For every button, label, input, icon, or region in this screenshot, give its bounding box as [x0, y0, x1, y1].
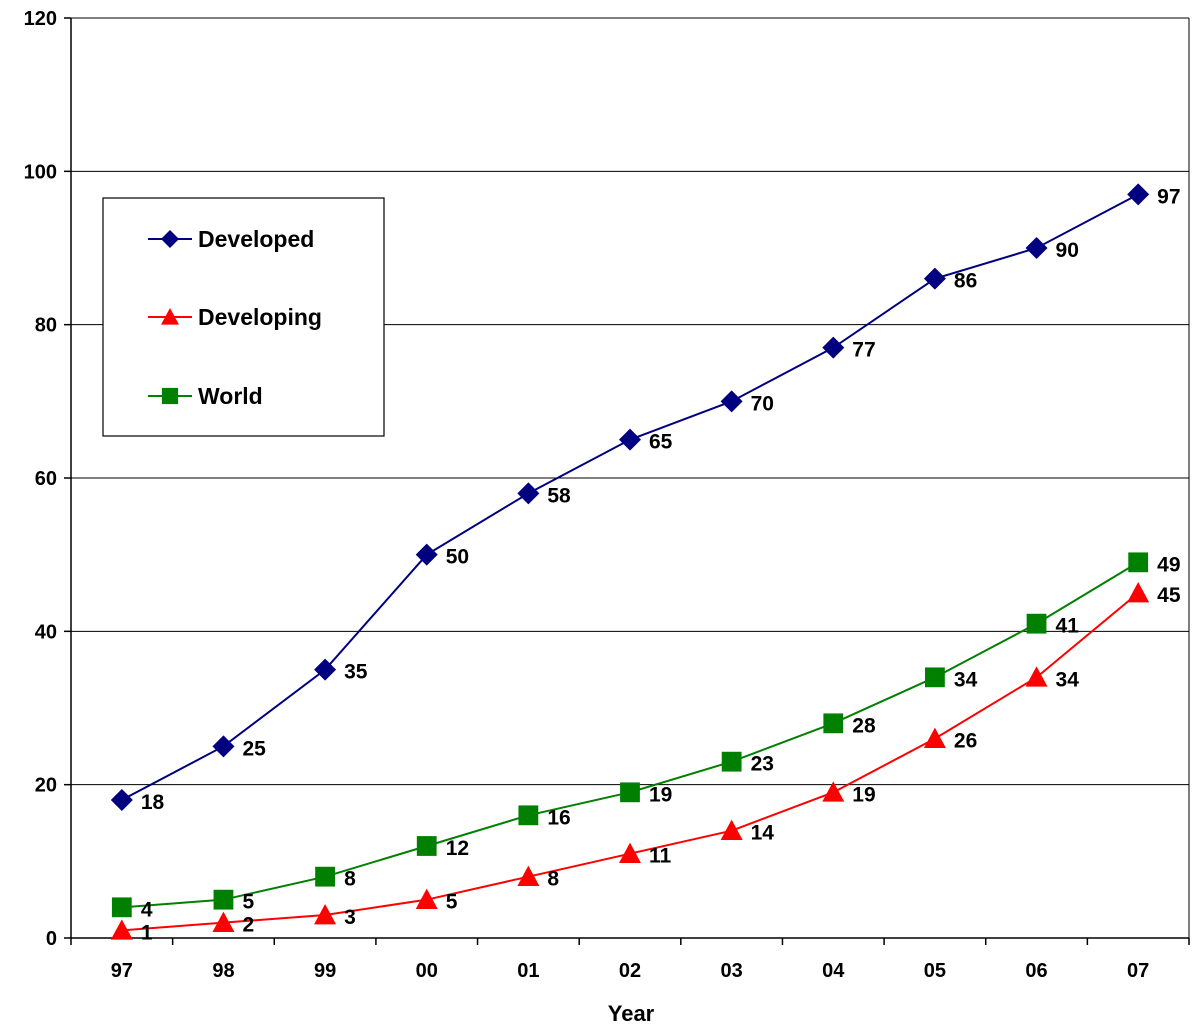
- data-label-world: 41: [1056, 615, 1080, 638]
- data-point-world: [925, 667, 945, 688]
- x-tick-label: 01: [517, 960, 539, 982]
- series: [110, 183, 1150, 940]
- data-point-developing: [110, 919, 133, 940]
- data-point-developing: [212, 911, 235, 933]
- data-label-world: 12: [446, 837, 469, 860]
- x-tick-label: 02: [619, 960, 641, 982]
- data-point-developed: [314, 658, 337, 681]
- data-label-developed: 58: [547, 484, 571, 507]
- y-tick-label: 80: [35, 315, 57, 337]
- y-tick-labels: 0 20 40 60 80 100 120: [24, 8, 71, 950]
- data-point-developing: [619, 842, 641, 864]
- data-point-developed: [1127, 183, 1150, 206]
- x-tick-label: 06: [1025, 960, 1047, 982]
- x-tick-label: 04: [822, 960, 845, 982]
- data-point-world: [823, 713, 844, 734]
- data-label-developing: 14: [751, 822, 775, 845]
- data-label-developed: 77: [852, 339, 875, 362]
- data-label-developing: 34: [1056, 668, 1080, 691]
- y-tick-label: 20: [35, 775, 57, 797]
- data-label-world: 4: [141, 898, 153, 921]
- y-tick-label: 100: [24, 161, 57, 183]
- data-label-developing: 8: [547, 868, 559, 891]
- y-tick-label: 40: [35, 621, 57, 643]
- x-tick-label: 03: [721, 960, 743, 982]
- data-label-developed: 90: [1056, 239, 1079, 262]
- data-point-world: [721, 751, 742, 772]
- data-point-world: [416, 836, 437, 856]
- legend-marker-developed: [161, 230, 179, 248]
- x-axis-title: Year: [608, 1001, 655, 1026]
- legend-marker-world: [161, 387, 179, 405]
- data-point-world: [518, 805, 539, 826]
- data-point-world: [315, 866, 335, 887]
- data-point-developed: [720, 390, 743, 413]
- data-point-developed: [619, 428, 641, 451]
- x-tick-label: 98: [212, 960, 234, 982]
- x-tick-label: 99: [314, 960, 336, 982]
- y-tick-label: 120: [24, 8, 57, 30]
- data-point-developed: [415, 543, 438, 566]
- data-point-developing: [720, 819, 743, 841]
- data-point-developing: [822, 781, 845, 802]
- legend-label-developed: Developed: [198, 226, 314, 252]
- x-tick-label: 07: [1127, 960, 1149, 982]
- legend-label-developing: Developing: [198, 304, 322, 330]
- data-point-world: [1128, 552, 1149, 573]
- data-label-world: 34: [954, 668, 978, 691]
- data-label-developed: 86: [954, 270, 977, 293]
- data-label-world: 23: [751, 753, 774, 776]
- y-tick-label: 60: [35, 468, 57, 490]
- data-label-developing: 45: [1157, 584, 1181, 607]
- data-label-developed: 50: [446, 546, 469, 569]
- data-label-world: 19: [649, 783, 672, 806]
- x-tick-label: 05: [924, 960, 946, 982]
- data-label-world: 16: [547, 806, 570, 829]
- data-label-developed: 70: [751, 392, 774, 415]
- data-point-world: [111, 897, 132, 918]
- data-point-developing: [1025, 666, 1048, 687]
- data-point-developed: [517, 482, 540, 505]
- legend-label-world: World: [198, 383, 263, 409]
- data-label-developing: 26: [954, 730, 977, 753]
- data-label-developed: 35: [344, 661, 368, 684]
- data-point-developing: [415, 888, 438, 910]
- x-tick-labels: 97 98 99 00 01 02 03 04 05 06 07: [70, 938, 1190, 982]
- data-point-developing: [517, 865, 540, 887]
- data-label-developing: 11: [649, 845, 672, 868]
- data-label-developing: 1: [141, 921, 153, 944]
- data-point-developed: [923, 267, 946, 290]
- data-label-developing: 2: [242, 914, 254, 937]
- x-tick-label: 00: [416, 960, 438, 982]
- data-point-developing: [923, 727, 946, 749]
- legend: Developed Developing World: [102, 197, 385, 437]
- data-point-world: [213, 889, 234, 910]
- data-point-developing: [314, 904, 337, 925]
- data-point-world: [1026, 613, 1047, 634]
- data-label-world: 28: [852, 714, 876, 737]
- legend-marker-developing: [161, 308, 179, 325]
- data-point-developed: [212, 735, 235, 758]
- data-label-developed: 18: [141, 791, 165, 814]
- data-label-developed: 65: [649, 431, 673, 454]
- data-label-developing: 3: [344, 906, 356, 929]
- data-point-world: [620, 782, 640, 803]
- y-tick-label: 0: [46, 928, 57, 950]
- data-label-developed: 25: [242, 737, 266, 760]
- data-point-developed: [1025, 237, 1048, 259]
- data-label-developing: 5: [446, 891, 458, 914]
- x-tick-label: 97: [111, 960, 133, 982]
- data-point-developing: [1127, 582, 1150, 603]
- data-label-developing: 19: [852, 783, 875, 806]
- data-label-world: 49: [1157, 553, 1180, 576]
- data-label-world: 8: [344, 868, 356, 891]
- data-label-developed: 97: [1157, 185, 1180, 208]
- data-point-developed: [822, 336, 845, 359]
- data-label-world: 5: [242, 891, 254, 914]
- data-point-developed: [110, 789, 133, 811]
